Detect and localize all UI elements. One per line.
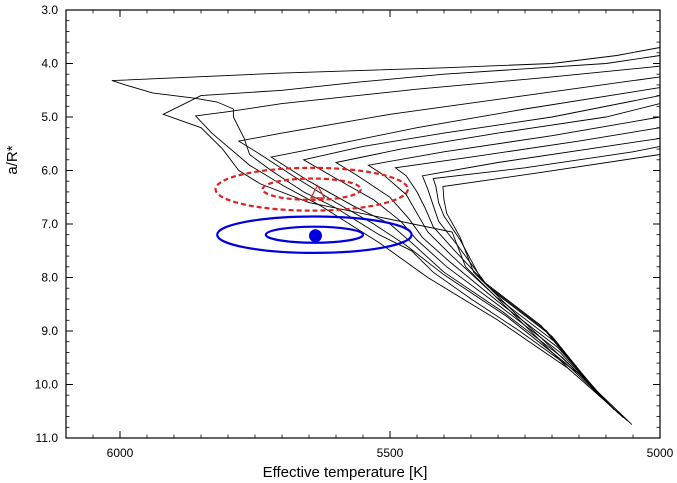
y-tick-label-11: 11.0 [36,431,59,445]
isochrone-line-6 [334,103,661,407]
y-tick-label-8: 8.0 [41,271,58,285]
isochrone-line-4 [270,87,661,415]
error-ellipses [214,166,413,254]
red-triangle-point [309,184,326,199]
plot-frame [65,9,661,439]
isochrone-lines [111,47,661,425]
x-tick-label-5500: 5500 [377,446,404,460]
isochrone-line-3 [237,76,661,419]
tick-labels: 6000 5500 5000 3.0 4.0 5.0 6.0 7.0 8.0 9… [35,3,674,460]
isochrone-line-2 [194,65,661,422]
y-tick-label-7: 7.0 [41,217,58,231]
isochrone-line-5 [302,95,661,411]
x-axis-title: Effective temperature [K] [263,464,428,481]
y-tick-label-3: 3.0 [41,3,58,17]
y-tick-label-10: 10.0 [35,378,59,392]
isochrone-line-12 [162,55,661,372]
blue-inner-ellipse [264,225,365,244]
isochrone-line-8 [394,127,661,399]
isochrone-line-11 [442,154,661,375]
plot-background [66,10,660,438]
y-axis-title: a/R* [4,145,21,174]
x-tick-label-5000: 5000 [647,446,674,460]
y-tick-label-6: 6.0 [41,164,58,178]
y-tick-label-9: 9.0 [41,324,58,338]
y-tick-label-4: 4.0 [41,57,58,71]
red-outer-ellipse [214,166,409,212]
isochrone-line-10 [432,145,661,388]
blue-dot-point [308,229,322,243]
blue-outer-ellipse [216,215,413,254]
x-tick-label-6000: 6000 [107,446,134,460]
data-points [308,184,326,243]
red-inner-ellipse [261,177,362,202]
isochrone-line-1 [111,47,661,425]
y-tick-label-5: 5.0 [41,110,58,124]
isochrone-line-9 [421,137,661,393]
